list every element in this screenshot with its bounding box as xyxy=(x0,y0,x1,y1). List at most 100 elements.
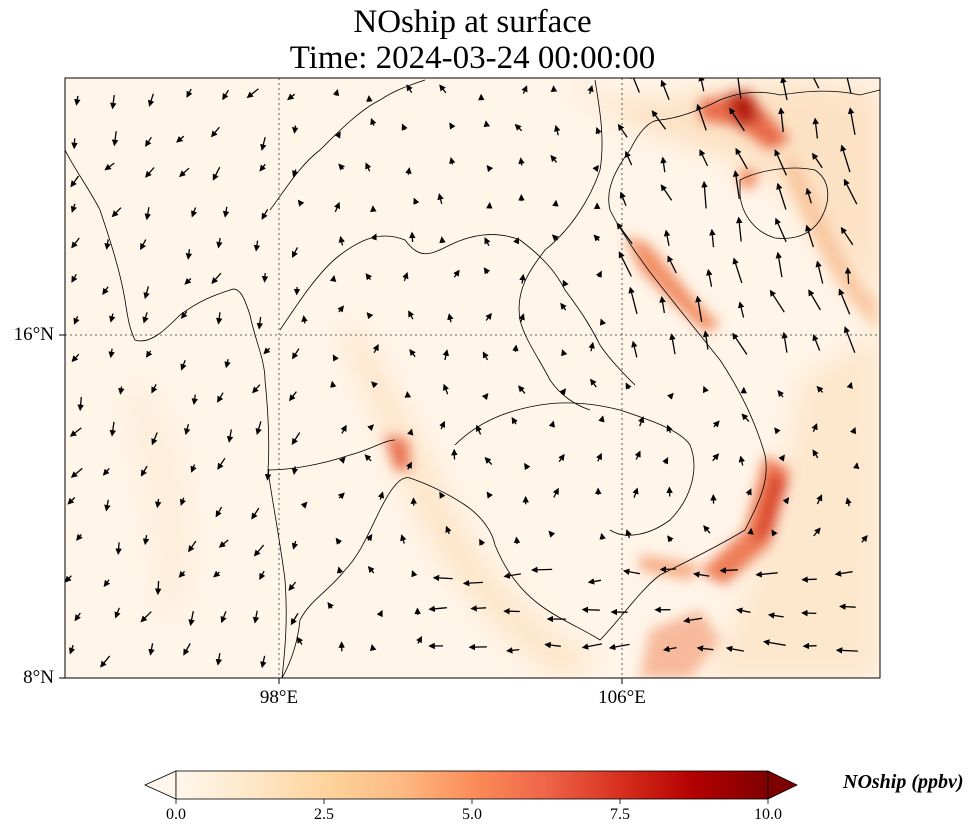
wind-arrow xyxy=(256,317,264,330)
wind-arrow xyxy=(660,184,673,201)
wind-arrow xyxy=(70,203,77,213)
wind-arrow xyxy=(340,424,347,434)
colorbar-label: NOship (ppbv) xyxy=(843,771,964,793)
wind-arrow xyxy=(693,571,710,578)
wind-arrow xyxy=(581,643,603,650)
wind-arrow xyxy=(442,383,450,395)
wind-arrow xyxy=(777,389,785,398)
wind-arrow xyxy=(544,641,561,649)
wind-arrow xyxy=(470,605,487,612)
wind-arrow xyxy=(337,305,344,313)
wind-arrow xyxy=(660,156,667,173)
wind-arrow xyxy=(226,429,234,443)
wind-arrow xyxy=(699,149,709,167)
wind-arrow xyxy=(774,149,787,176)
wind-arrow xyxy=(548,420,556,428)
wind-arrow xyxy=(775,251,783,278)
wind-arrow xyxy=(377,491,385,500)
wind-arrow xyxy=(590,378,597,388)
wind-arrow xyxy=(595,270,602,278)
wind-arrow xyxy=(74,612,81,622)
wind-arrow xyxy=(365,162,372,172)
wind-arrow xyxy=(801,576,817,583)
wind-arrow xyxy=(660,79,670,100)
wind-arrow xyxy=(365,273,373,281)
wind-arrow xyxy=(104,239,111,250)
wind-arrow xyxy=(479,538,486,546)
wind-arrow xyxy=(631,340,638,358)
wind-arrow xyxy=(287,93,296,101)
wind-arrow xyxy=(291,432,301,445)
wind-arrow xyxy=(484,237,491,246)
wind-arrow xyxy=(550,154,558,163)
wind-arrow xyxy=(701,180,708,209)
wind-arrow xyxy=(154,498,162,509)
wind-arrow xyxy=(511,416,518,425)
wind-arrow xyxy=(327,601,334,610)
wind-arrow xyxy=(335,537,343,545)
wind-arrow xyxy=(442,349,450,361)
colorbar-body xyxy=(175,770,769,800)
wind-arrow xyxy=(400,534,407,544)
wind-arrow xyxy=(667,392,674,400)
wind-arrow xyxy=(801,609,817,617)
wind-arrow xyxy=(405,461,412,470)
wind-arrow xyxy=(521,85,528,94)
wind-arrow xyxy=(432,574,453,582)
wind-arrow xyxy=(142,534,150,546)
wind-arrow xyxy=(767,612,784,619)
wind-arrow xyxy=(445,525,452,535)
title-line-1: NOship at surface xyxy=(353,4,592,40)
wind-arrow xyxy=(411,570,418,578)
wind-arrow xyxy=(300,501,308,509)
wind-arrow xyxy=(552,199,559,207)
wind-arrow xyxy=(376,609,383,618)
wind-arrow xyxy=(261,209,269,220)
wind-arrow xyxy=(449,156,456,165)
wind-arrow xyxy=(180,311,188,319)
wind-arrow xyxy=(475,424,482,435)
wind-arrow xyxy=(151,384,158,394)
wind-arrow xyxy=(288,581,297,591)
wind-arrow xyxy=(140,611,152,623)
axis-ticks xyxy=(59,334,623,684)
wind-vector-field xyxy=(65,78,868,669)
wind-arrow xyxy=(71,353,80,363)
wind-arrow xyxy=(712,453,720,462)
wind-arrow xyxy=(737,301,745,318)
lat-tick-label-8n: 8°N xyxy=(23,667,54,688)
wind-arrow xyxy=(560,302,567,311)
wind-arrow xyxy=(482,351,489,361)
wind-arrow xyxy=(735,607,751,614)
wind-arrow xyxy=(834,570,853,577)
wind-arrow xyxy=(416,635,423,644)
wind-arrow xyxy=(622,568,640,576)
wind-arrow xyxy=(215,652,223,666)
wind-arrow xyxy=(483,267,491,275)
wind-arrow xyxy=(709,228,716,248)
wind-arrow xyxy=(109,421,117,437)
wind-arrow xyxy=(812,449,819,459)
wind-arrow xyxy=(365,534,373,542)
wind-arrow xyxy=(67,497,76,505)
colorbar-tick-0: 0.0 xyxy=(166,806,186,823)
wind-arrow xyxy=(625,529,632,539)
wind-arrow xyxy=(695,295,703,322)
wind-arrow xyxy=(140,465,148,477)
wind-arrow xyxy=(111,131,119,147)
wind-arrow xyxy=(813,527,821,537)
wind-arrow xyxy=(292,169,299,178)
wind-arrow xyxy=(188,610,195,627)
wind-arrow xyxy=(618,251,632,277)
wind-arrow xyxy=(184,277,192,285)
wind-arrow xyxy=(253,240,261,252)
wind-arrow xyxy=(846,78,852,94)
wind-arrow xyxy=(405,167,412,175)
wind-arrow xyxy=(217,392,224,403)
wind-arrow xyxy=(702,385,709,394)
wind-arrow xyxy=(437,193,444,205)
wind-arrow xyxy=(816,494,823,505)
concentration-field xyxy=(65,78,880,678)
wind-arrow xyxy=(808,289,821,311)
wind-arrow xyxy=(551,234,559,242)
